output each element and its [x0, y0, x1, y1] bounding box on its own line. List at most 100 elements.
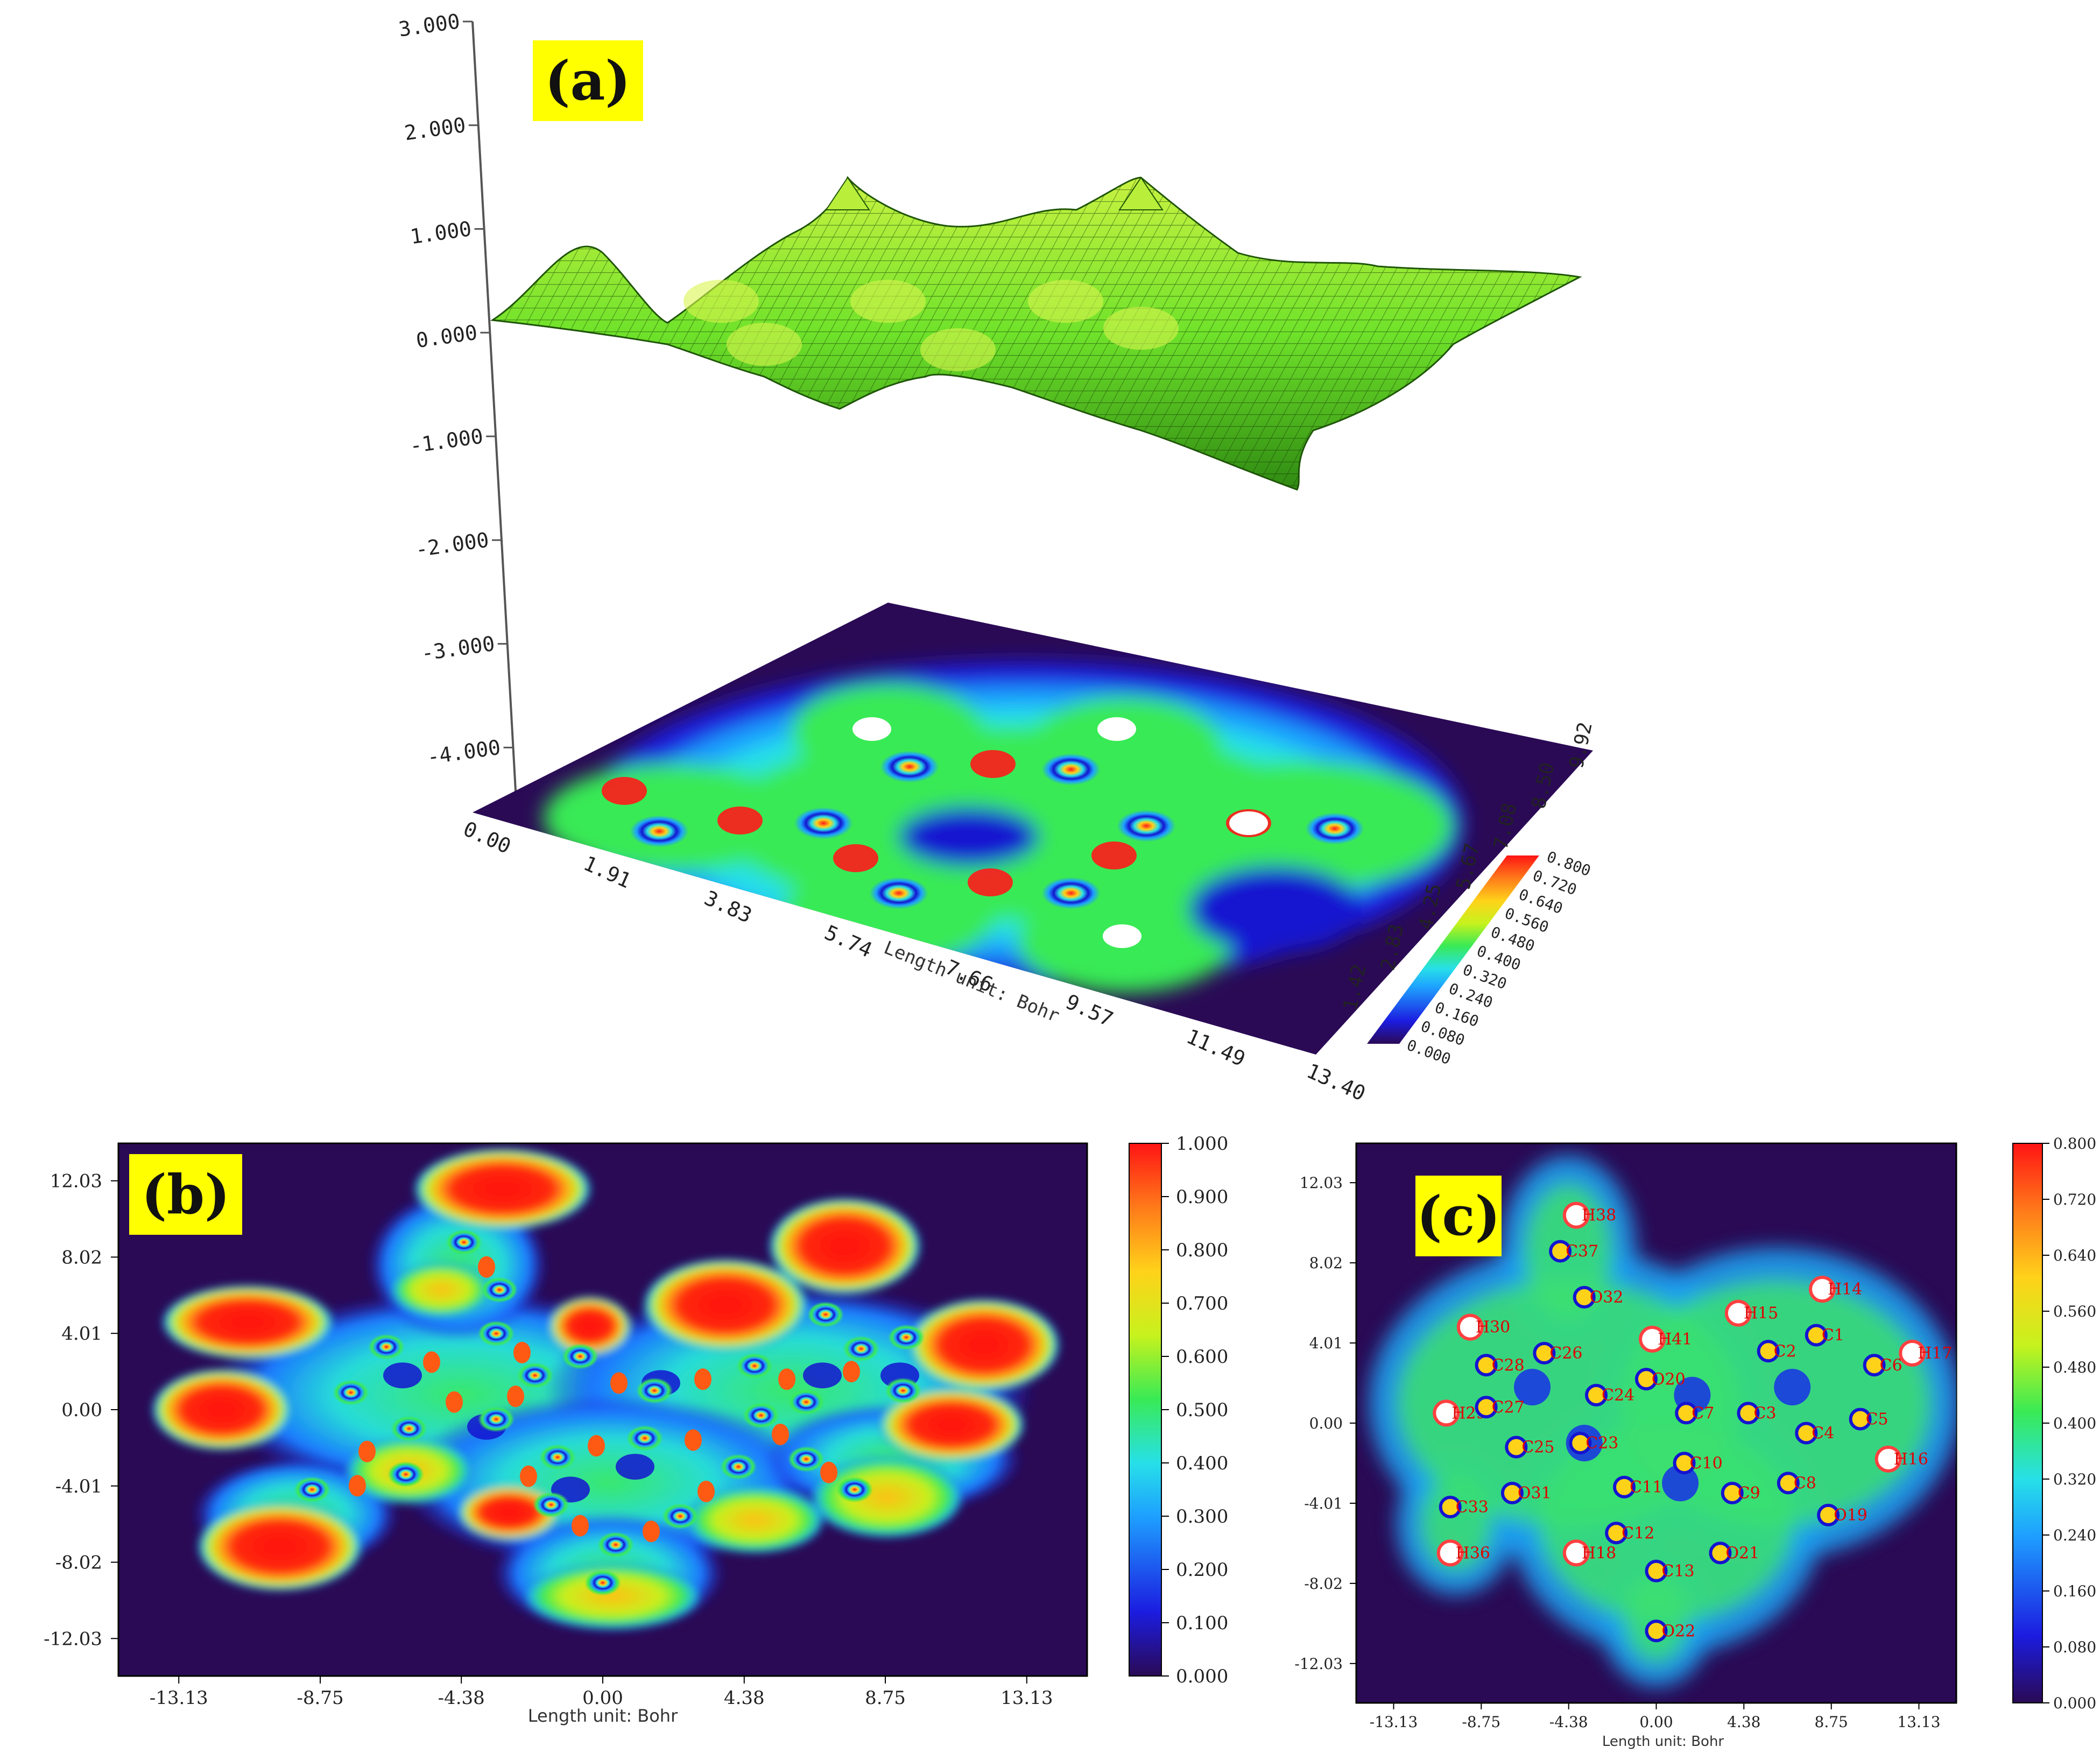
- atom-marker: [1645, 1559, 1668, 1582]
- x-axis-label-b: Length unit: Bohr: [528, 1706, 678, 1726]
- x-tick-label: 3.83: [701, 886, 756, 928]
- atom-marker: [1475, 1354, 1498, 1377]
- atom-label-c12: C12: [1622, 1524, 1654, 1543]
- panel-a: 3.000 2.000 1.000 0.000 -1.000 -2.000 -3.000 -4…: [397, 9, 1597, 1105]
- y-tick-label-b: 4.01: [61, 1323, 102, 1345]
- x-tick-label-c: -4.38: [1549, 1713, 1588, 1731]
- atom-label-o21: O21: [1725, 1544, 1759, 1562]
- bond-spot: [843, 1361, 860, 1383]
- bond-spot: [349, 1475, 366, 1497]
- y-tick-label-b: 0.00: [61, 1399, 102, 1421]
- z-axis-ticks: 3.000 2.000 1.000 0.000 -1.000 -2.000 -3.000 -4…: [397, 9, 513, 769]
- y-tick-label-b: -12.03: [44, 1628, 102, 1650]
- elf-hot-lobe: [196, 1501, 364, 1592]
- z-tick-label: -3.000: [420, 632, 496, 666]
- elf-hot-lobe: [160, 1284, 335, 1360]
- atom-ring: [478, 1320, 515, 1347]
- atom-marker: [1817, 1503, 1840, 1526]
- atom-marker: [1721, 1482, 1744, 1504]
- colorbar-b-tick-label: 0.700: [1176, 1293, 1228, 1314]
- x-tick-label-b: -8.75: [297, 1687, 343, 1709]
- atom-ring: [562, 1343, 598, 1369]
- atom-marker: [1475, 1396, 1498, 1419]
- floor-white-spot: [852, 717, 891, 741]
- surface-bump: [727, 323, 802, 366]
- atom-ring: [597, 1532, 634, 1558]
- bond-spot: [507, 1385, 524, 1408]
- surface-mesh: [492, 178, 1580, 490]
- y-tick-label-c: 12.03: [1300, 1174, 1343, 1192]
- atom-ring: [446, 1229, 482, 1255]
- bond-spot: [694, 1368, 711, 1390]
- ring-hole-c: [1514, 1369, 1551, 1406]
- elf-hot-lobe: [457, 1484, 561, 1541]
- atom-marker: [1549, 1240, 1572, 1263]
- atom-label-c8: C8: [1794, 1474, 1816, 1493]
- z-tick-label: 3.000: [397, 9, 461, 41]
- bond-spot: [423, 1351, 440, 1373]
- atom-label-c33: C33: [1456, 1498, 1489, 1517]
- colorbar-b-tick-label: 0.500: [1176, 1399, 1228, 1421]
- y-tick-label-b: 12.03: [50, 1171, 102, 1192]
- atom-label-c9: C9: [1738, 1484, 1760, 1503]
- atom-label-o31: O31: [1518, 1484, 1552, 1503]
- bond-spot: [820, 1461, 837, 1483]
- atom-ring: [539, 1444, 576, 1470]
- density-core: [1624, 1575, 1688, 1663]
- atom-label-h36: H36: [1456, 1544, 1490, 1562]
- z-tick-label: -1.000: [408, 424, 484, 458]
- atom-ring: [807, 1302, 844, 1328]
- x-tick-label-b: 13.13: [1000, 1687, 1053, 1709]
- floor-white-spot: [1229, 811, 1268, 835]
- atom-marker: [1533, 1342, 1556, 1364]
- atom-marker: [1863, 1354, 1886, 1377]
- atom-label-c37: C37: [1566, 1242, 1598, 1261]
- floor-hot-spot: [833, 844, 878, 872]
- atom-ring: [517, 1362, 553, 1389]
- atom-label-c28: C28: [1492, 1356, 1525, 1375]
- y-tick-label-c: 4.01: [1309, 1334, 1343, 1352]
- x-tick-label: 0.00: [460, 817, 515, 858]
- floor-atom-ring: [1297, 808, 1372, 849]
- atom-marker: [1675, 1402, 1698, 1425]
- atom-label-c11: C11: [1630, 1478, 1662, 1497]
- atom-ring: [584, 1569, 621, 1596]
- y-tick-label-b: -4.01: [55, 1476, 102, 1497]
- z-tick-label: -4.000: [426, 735, 502, 769]
- atom-label-o19: O19: [1834, 1506, 1868, 1525]
- y-tick-label-b: -8.02: [55, 1552, 102, 1574]
- atom-marker: [1433, 1399, 1460, 1427]
- atom-label-o20: O20: [1652, 1370, 1686, 1389]
- atom-marker: [1737, 1402, 1760, 1425]
- colorbar-b-tick-label: 0.400: [1176, 1453, 1228, 1474]
- axis-ticks-c: -13.13 -8.75 -4.38 0.00 4.38 8.75 13.13 12.03 8.…: [1294, 1174, 1940, 1731]
- x-tick-label-c: 13.13: [1897, 1713, 1940, 1731]
- atom-label-c6: C6: [1880, 1356, 1902, 1375]
- atom-ring: [788, 1446, 825, 1472]
- colorbar-c-tick-label: 0.560: [2053, 1303, 2096, 1320]
- colorbar-c-tick-label: 0.480: [2053, 1359, 2096, 1376]
- atom-marker: [1645, 1619, 1668, 1643]
- atom-ring: [481, 1277, 518, 1303]
- atom-marker: [1805, 1324, 1828, 1347]
- bond-spot: [358, 1440, 376, 1462]
- atom-marker: [1849, 1408, 1872, 1431]
- surface-bump: [1028, 280, 1103, 323]
- colorbar-c-tick-label: 0.000: [2053, 1694, 2096, 1712]
- atom-marker: [1634, 1368, 1658, 1391]
- surface-bump: [920, 328, 996, 371]
- x-tick-label-b: -13.13: [150, 1687, 208, 1709]
- atom-ring: [885, 1377, 921, 1404]
- x-tick-label-c: -8.75: [1462, 1713, 1500, 1731]
- atom-marker: [1808, 1276, 1836, 1303]
- elf-hot-lobe: [151, 1368, 293, 1451]
- relief-surface: [490, 176, 1582, 491]
- surface-peak: [1118, 176, 1164, 210]
- atom-label-c3: C3: [1753, 1404, 1776, 1423]
- floor-white-spot: [1097, 717, 1136, 741]
- colorbar-b: [1129, 1143, 1162, 1677]
- z-tick-label: -2.000: [414, 528, 490, 562]
- atom-marker: [1639, 1326, 1666, 1353]
- z-axis-line: [471, 21, 518, 810]
- panel-c-tag: (c): [1417, 1184, 1500, 1248]
